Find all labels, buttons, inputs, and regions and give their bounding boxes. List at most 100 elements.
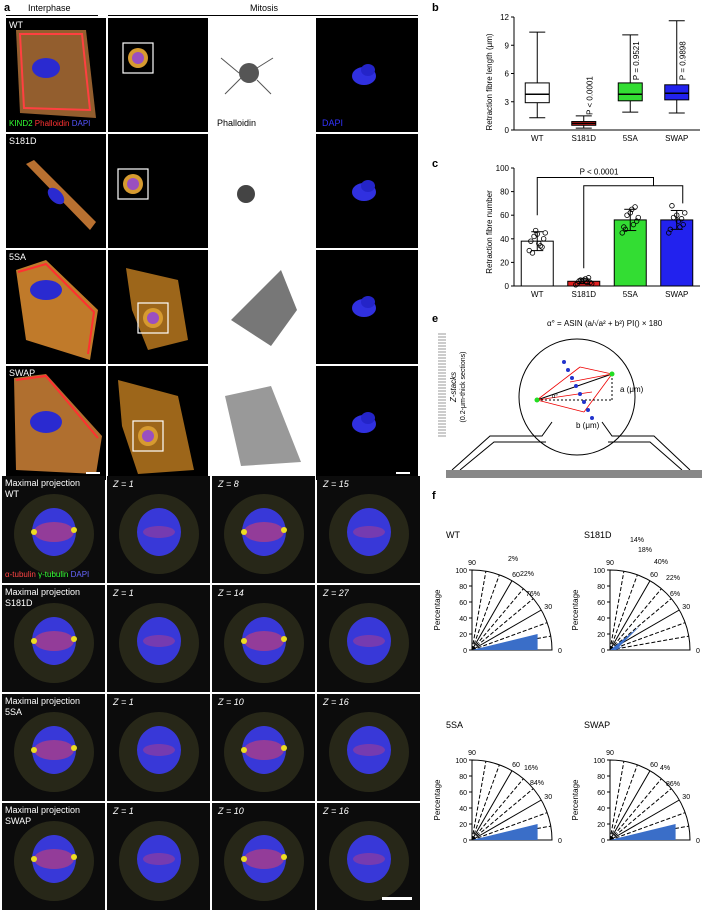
c-point [633,218,640,224]
spindle-image [329,821,409,901]
micrograph-d-r0-c3: Z = 15 [317,476,420,583]
c-ytick-label: 80 [500,188,509,197]
polar-percent: 4% [660,765,670,772]
polar-angle-line [471,574,500,651]
c-bracket [583,185,684,269]
spindle-image [119,821,199,901]
c-point [581,277,587,283]
c-point [624,212,630,218]
b-plot-area: 0 3 6 9 12 WT S181D 5SA SWAP P < 0.0001 P = 0.9521… [500,13,700,143]
polar-percent: 18% [638,547,652,554]
phalloidin-label: Phalloidin [217,118,257,128]
polar-title: SWAP [584,720,610,730]
polar-angle-label: 90 [468,560,476,567]
polar-ytick-label: 100 [455,568,467,575]
polar-angle-line [609,812,686,841]
phalloidin-cell [225,386,301,466]
polar-angle-line [471,812,548,841]
c-point [619,230,625,236]
polar-angle-line [471,580,513,651]
micrograph-a-r1-c3 [316,134,418,248]
polar-angle-line [609,622,686,651]
z-stack-lines [438,333,446,437]
c-point [669,203,675,209]
c-point [540,236,547,242]
c-point [630,221,637,228]
polar-angle-label: 0 [558,648,562,655]
row-label-s181d: S181D [9,136,37,146]
polar-percent: 86% [666,781,680,788]
polar-ytick-label: 80 [459,774,467,781]
polar-angle-line [609,580,651,651]
polar-title: 5SA [446,720,463,730]
polar-percent: 22% [520,571,534,578]
polar-ylabel: Percentage [571,779,580,820]
panel-c-letter: c [432,158,439,170]
phalloidin-cell [220,57,274,95]
max-projection-title: Maximal projection [5,805,81,815]
polar-ytick-label: 40 [459,616,467,623]
z-slice-label: Z = 16 [323,697,349,707]
z-slice-label: Z = 10 [218,806,244,816]
b-ytick-label: 3 [505,98,510,107]
micrograph-d-r2-c1: Z = 1 [107,694,210,801]
polar-data-wedge [472,824,538,840]
e-zstacks-label: Z-stacks [449,372,458,403]
phalloidin-cell [237,185,255,203]
polar-ytick-label: 0 [601,648,605,655]
polar-angle-line [471,764,500,841]
micrograph-a-r1-c0: S181D [6,134,106,248]
b-ytick-label: 9 [505,41,510,50]
micrograph-d-r3-c0: Maximal projection SWAP [2,803,105,910]
c-point [632,204,638,210]
polar-percent: 40% [654,559,668,566]
max-projection-title: Maximal projection [5,696,81,706]
spindle-image [14,603,94,683]
micrograph-a-r1-c1 [108,134,208,248]
micrograph-a-r3-c3 [316,366,418,480]
polar-ylabel: Percentage [571,589,580,630]
mitosis-rule [108,15,418,16]
z-slice-label: Z = 15 [323,479,349,489]
c-ytick-label: 20 [500,258,509,267]
e-a-label: a (μm) [620,385,644,394]
z-slice-label: Z = 1 [113,806,134,816]
polar-ytick-label: 20 [597,632,605,639]
polar-percent: 6% [670,591,680,598]
c-xtick-label: SWAP [665,290,688,299]
panel-e-letter: e [432,313,439,325]
polar-angle-label: 0 [696,648,700,655]
b-xtick-label: SWAP [665,134,688,143]
micrograph-d-r1-c1: Z = 1 [107,585,210,692]
c-point [542,230,548,236]
micrograph-d-r0-c1: Z = 1 [107,476,210,583]
b-xtick-label: 5SA [623,134,639,143]
dapi-nucleus [352,412,376,433]
polar-ytick-label: 40 [459,806,467,813]
polar-angle-label: 30 [682,794,690,801]
micrograph-d-r2-c0: Maximal projection 5SA [2,694,105,801]
polar-percent: 22% [666,575,680,582]
max-projection-label: Maximal projection S181D [5,587,80,609]
spindle-image [119,603,199,683]
z-slice-label: Z = 10 [218,697,244,707]
e-alpha-label: α° [552,394,558,400]
micrograph-a-r0-c1 [108,18,208,132]
scale-bar [382,897,412,900]
mitotic-cell [117,168,149,200]
max-projection-title: Maximal projection [5,587,81,597]
mitotic-cell [126,268,188,350]
interphase-cell [26,160,96,230]
polar-ytick-label: 0 [463,648,467,655]
micrograph-a-r0-c0: WT KIND2 Phalloidin DAPI [6,18,106,132]
mitotic-cell [122,42,154,74]
stain-legend-a: KIND2 Phalloidin DAPI [9,118,90,129]
z-slice-label: Z = 8 [218,479,239,489]
polar-angle-line [609,574,638,651]
c-point [680,221,686,228]
polar-ytick-label: 60 [459,600,467,607]
c-point [573,282,579,288]
micrograph-d-r1-c0: Maximal projection S181D [2,585,105,692]
b-ytick-label: 6 [505,70,510,79]
polar-chart-s181d: S181D 0 20 40 60 80 100 Percentage 90 60 30 0 6% 22% 4… [571,530,700,655]
